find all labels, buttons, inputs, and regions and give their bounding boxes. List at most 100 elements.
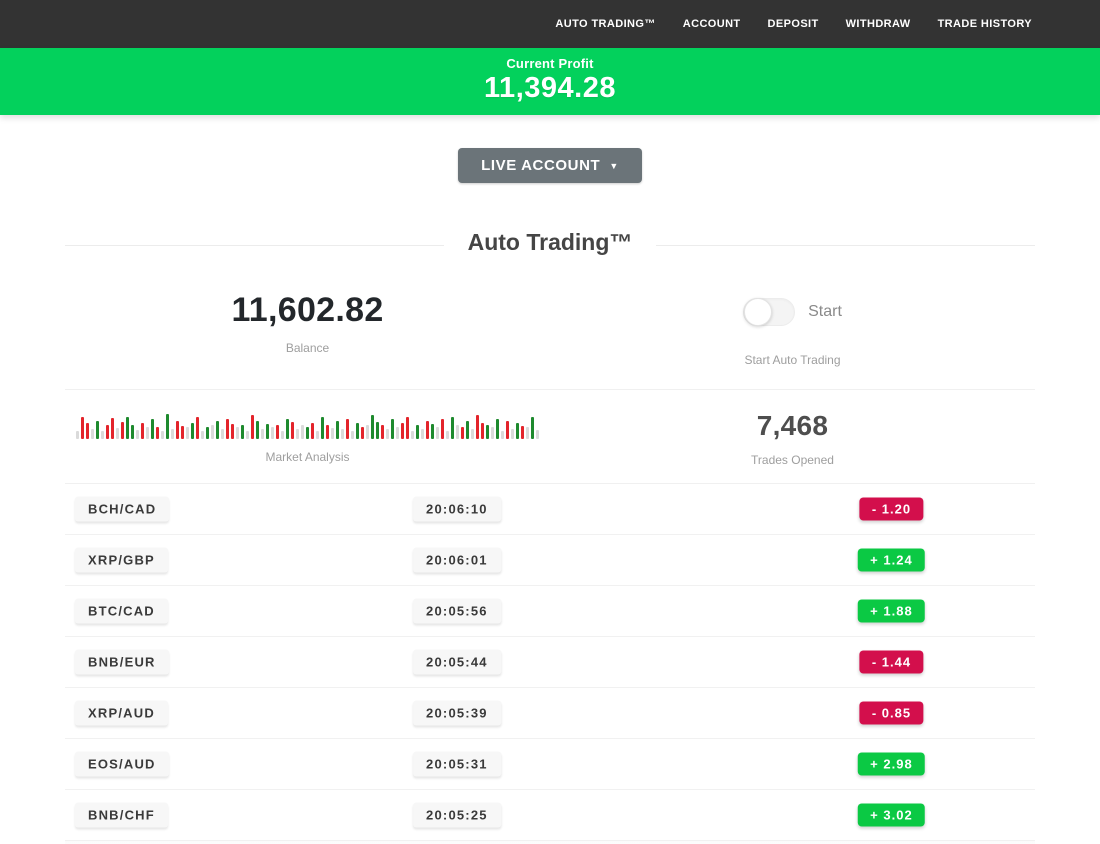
sparkline-bar [296,429,299,439]
result-badge: - 1.44 [859,650,924,674]
market-analysis-sparkline [65,412,550,439]
sparkline-bar [486,425,489,439]
sparkline-bar [281,431,284,439]
result-badge: + 1.24 [858,548,925,572]
sparkline-bar [521,426,524,439]
pair-badge: BNB/EUR [75,649,169,675]
table-row: BCH/CAD 20:06:10 - 1.20 [65,484,1035,535]
sparkline-bar [241,425,244,439]
sparkline-bar [331,428,334,439]
table-footer-fade [65,841,1035,844]
sparkline-bar [371,415,374,439]
table-row: BNB/CHF 20:05:25 + 3.02 [65,790,1035,841]
current-profit-label: Current Profit [506,56,594,71]
sparkline-bar [91,429,94,439]
sparkline-bar [236,427,239,439]
time-badge: 20:05:44 [413,649,501,675]
sparkline-bar [351,431,354,439]
pair-badge: BCH/CAD [75,496,170,522]
sparkline-bar [361,427,364,439]
sparkline-bar [271,427,274,439]
pair-badge: XRP/GBP [75,547,168,573]
sparkline-bar [366,425,369,439]
sparkline-bar [406,417,409,439]
time-badge: 20:05:39 [413,700,501,726]
sparkline-bar [196,417,199,439]
top-navigation: AUTO TRADING™ ACCOUNT DEPOSIT WITHDRAW T… [0,0,1100,48]
sparkline-bar [286,419,289,439]
sparkline-bar [131,425,134,439]
result-badge: - 0.85 [859,701,924,725]
sparkline-bar [426,421,429,439]
sparkline-bar [96,421,99,439]
sparkline-bar [456,425,459,439]
chevron-down-icon: ▼ [609,161,619,171]
result-badge: - 1.20 [859,497,924,521]
sparkline-bar [341,429,344,439]
result-badge: + 2.98 [858,752,925,776]
live-account-dropdown-button[interactable]: LIVE ACCOUNT ▼ [458,148,642,183]
sparkline-bar [496,419,499,439]
sparkline-bar [106,425,109,439]
nav-item-auto-trading[interactable]: AUTO TRADING™ [555,18,656,30]
sparkline-bar [416,425,419,439]
sparkline-bar [121,422,124,439]
balance-value: 11,602.82 [231,291,384,329]
sparkline-bar [136,430,139,439]
account-selector-row: LIVE ACCOUNT ▼ [0,148,1100,183]
start-auto-trading-label: Start Auto Trading [744,353,841,367]
sparkline-bar [226,419,229,439]
sparkline-bar [86,423,89,439]
sparkline-bar [301,425,304,439]
live-account-label: LIVE ACCOUNT [481,157,601,174]
section-title-wrap: Auto Trading™ [65,229,1035,261]
sparkline-bar [211,425,214,439]
sparkline-bar [116,428,119,439]
table-row: XRP/AUD 20:05:39 - 0.85 [65,688,1035,739]
sparkline-bar [481,423,484,439]
sparkline-bar [381,425,384,439]
sparkline-bar [231,424,234,439]
current-profit-banner: Current Profit 11,394.28 [0,48,1100,115]
sparkline-bar [506,421,509,439]
sparkline-bar [411,431,414,439]
nav-item-withdraw[interactable]: WITHDRAW [845,18,911,30]
sparkline-bar [171,429,174,439]
time-badge: 20:05:25 [413,802,501,828]
sparkline-bar [446,431,449,439]
sparkline-bar [216,421,219,439]
result-badge: + 3.02 [858,803,925,827]
sparkline-bar [156,427,159,439]
sparkline-bar [81,417,84,439]
sparkline-bar [531,417,534,439]
start-auto-trading-toggle[interactable] [743,298,796,326]
sparkline-bar [451,417,454,439]
nav-item-trade-history[interactable]: TRADE HISTORY [937,18,1032,30]
nav-item-account[interactable]: ACCOUNT [682,18,741,30]
nav-item-deposit[interactable]: DEPOSIT [767,18,819,30]
sparkline-bar [376,422,379,439]
sparkline-bar [201,431,204,439]
sparkline-bar [206,427,209,439]
pair-badge: BNB/CHF [75,802,168,828]
sparkline-bar [246,431,249,439]
sparkline-bar [151,419,154,439]
sparkline-bar [511,429,514,439]
balance-label: Balance [285,341,330,355]
sparkline-bar [501,431,504,439]
sparkline-bar [326,425,329,439]
sparkline-bar [181,426,184,439]
sparkline-bar [111,418,114,439]
time-badge: 20:05:56 [413,598,501,624]
sparkline-bar [436,427,439,439]
sparkline-bar [316,431,319,439]
time-badge: 20:06:01 [413,547,501,573]
sparkline-bar [146,427,149,439]
balance-cell: 11,602.82 Balance [65,291,550,367]
sparkline-bar [191,423,194,439]
sparkline-bar [471,429,474,439]
sparkline-bar [536,430,539,439]
result-badge: + 1.88 [858,599,925,623]
trades-table: BCH/CAD 20:06:10 - 1.20 XRP/GBP 20:06:01… [65,484,1035,841]
sparkline-bar [421,429,424,439]
